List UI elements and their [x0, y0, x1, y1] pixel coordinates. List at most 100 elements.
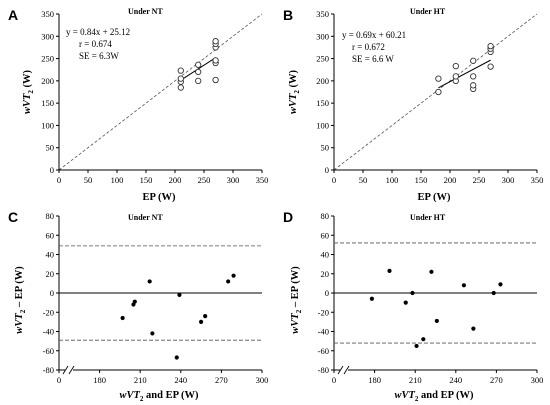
- axis-break-mark: [343, 365, 350, 375]
- x-tick-label: 200: [444, 175, 457, 185]
- x-tick-label: 100: [386, 175, 399, 185]
- regression-equation: y = 0.69x + 60.21: [342, 30, 406, 40]
- x-label-rest: and EP (W): [418, 390, 474, 401]
- x-tick-label: 150: [140, 175, 153, 185]
- data-point: [452, 62, 459, 70]
- data-point: [470, 73, 477, 80]
- y-tick-label: -80: [43, 365, 54, 375]
- y-tick-label: 80: [321, 211, 330, 221]
- y-tick-label: 50: [46, 143, 55, 153]
- x-tick-label: 250: [473, 175, 486, 185]
- y-tick-label: 300: [316, 31, 329, 41]
- x-tick-label: 270: [215, 375, 228, 385]
- y-tick-label: -40: [43, 327, 54, 337]
- y-tick-label: 40: [321, 250, 330, 260]
- data-point: [487, 63, 494, 70]
- data-point: [177, 67, 184, 74]
- x-tick-label: 300: [227, 175, 240, 185]
- data-point: [212, 38, 219, 45]
- data-point: [387, 268, 392, 273]
- y-tick-label: 200: [41, 76, 54, 86]
- y-label-main: wVT: [290, 313, 301, 334]
- x-label-sub: 2: [140, 395, 144, 403]
- y-tick-label: 350: [316, 9, 329, 19]
- data-point: [195, 61, 202, 68]
- axis-break-mark: [68, 365, 75, 375]
- data-point: [487, 42, 494, 50]
- panel-b-title: Under HT: [410, 7, 446, 16]
- y-tick-label: -80: [318, 365, 329, 375]
- y-tick-label: 60: [46, 230, 55, 240]
- data-point: [435, 75, 442, 82]
- panel-b-y-axis-label: wVT2 (W): [288, 69, 301, 114]
- x-tick-label: 300: [502, 175, 515, 185]
- panel-a-letter: A: [8, 7, 18, 23]
- panel-d-letter: D: [283, 209, 293, 225]
- data-point: [177, 84, 184, 91]
- y-label-unit: (W): [288, 69, 299, 90]
- panel-b-x-axis-label: EP (W): [418, 192, 451, 203]
- panel-c-letter: C: [8, 209, 18, 225]
- data-point: [150, 331, 155, 336]
- panel-c-x-axis-label: wVT2 and EP (W): [119, 390, 199, 403]
- data-point: [403, 300, 408, 305]
- data-point: [174, 355, 179, 360]
- data-point: [226, 279, 231, 284]
- data-point: [212, 76, 219, 84]
- data-point: [452, 73, 459, 80]
- axis-break-mark: [62, 365, 69, 375]
- panel-c-title: Under NT: [128, 213, 163, 222]
- data-point: [498, 282, 503, 287]
- panel-b: B Under HT y = 0.69x + 60.21 r = 0.672 S…: [283, 7, 543, 203]
- axis-break-mark: [337, 365, 344, 375]
- y-label-main: wVT: [14, 313, 25, 334]
- data-point: [470, 57, 477, 64]
- correlation-coefficient: r = 0.672: [352, 42, 385, 52]
- data-point: [199, 319, 204, 324]
- data-point: [177, 292, 182, 298]
- data-point: [212, 57, 219, 64]
- data-point: [435, 88, 442, 96]
- data-point: [421, 337, 426, 342]
- x-tick-label: 50: [84, 175, 93, 185]
- panel-d-y-axis-label: wVT2 – EP (W): [290, 266, 303, 334]
- y-tick-label: 0: [50, 288, 54, 298]
- y-label-unit: (W): [22, 69, 33, 90]
- x-tick-label: 350: [256, 175, 269, 185]
- x-tick-label: 300: [531, 375, 544, 385]
- y-tick-label: 60: [321, 230, 330, 240]
- panel-d-title: Under HT: [410, 213, 446, 222]
- y-tick-label: 50: [321, 143, 330, 153]
- data-point: [132, 299, 137, 304]
- x-tick-label: 240: [174, 375, 187, 385]
- y-tick-label: 100: [41, 120, 54, 130]
- panel-a-y-axis-label: wVT2 (W): [22, 69, 35, 114]
- x-tick-label: 0: [57, 175, 61, 185]
- panel-a-identity-line: [58, 13, 263, 171]
- panel-b-regression-line: [438, 59, 491, 89]
- x-tick-label: 50: [359, 175, 368, 185]
- panel-a-title: Under NT: [128, 7, 163, 16]
- y-tick-label: 150: [41, 98, 54, 108]
- y-label-sub: 2: [27, 90, 35, 94]
- y-tick-label: 250: [41, 54, 54, 64]
- x-label-main: wVT: [394, 390, 415, 401]
- panel-a-x-axis-label: EP (W): [143, 192, 176, 203]
- data-point: [177, 75, 184, 82]
- data-point: [231, 273, 236, 278]
- panel-d-x-axis-label: wVT2 and EP (W): [394, 390, 474, 403]
- y-tick-label: 0: [325, 288, 329, 298]
- x-tick-label: 210: [134, 375, 147, 385]
- x-label-main: wVT: [119, 390, 140, 401]
- x-tick-label: 270: [490, 375, 503, 385]
- panel-b-annotation: y = 0.69x + 60.21 r = 0.672 SE = 6.6 W: [342, 30, 406, 64]
- y-tick-label: -20: [318, 307, 329, 317]
- panel-b-identity-line: [333, 13, 538, 171]
- y-tick-label: 300: [41, 31, 54, 41]
- data-point: [203, 314, 208, 319]
- x-tick-label: 210: [409, 375, 422, 385]
- data-point: [369, 296, 374, 301]
- data-point: [434, 318, 439, 324]
- y-label-sub: 2: [19, 309, 27, 313]
